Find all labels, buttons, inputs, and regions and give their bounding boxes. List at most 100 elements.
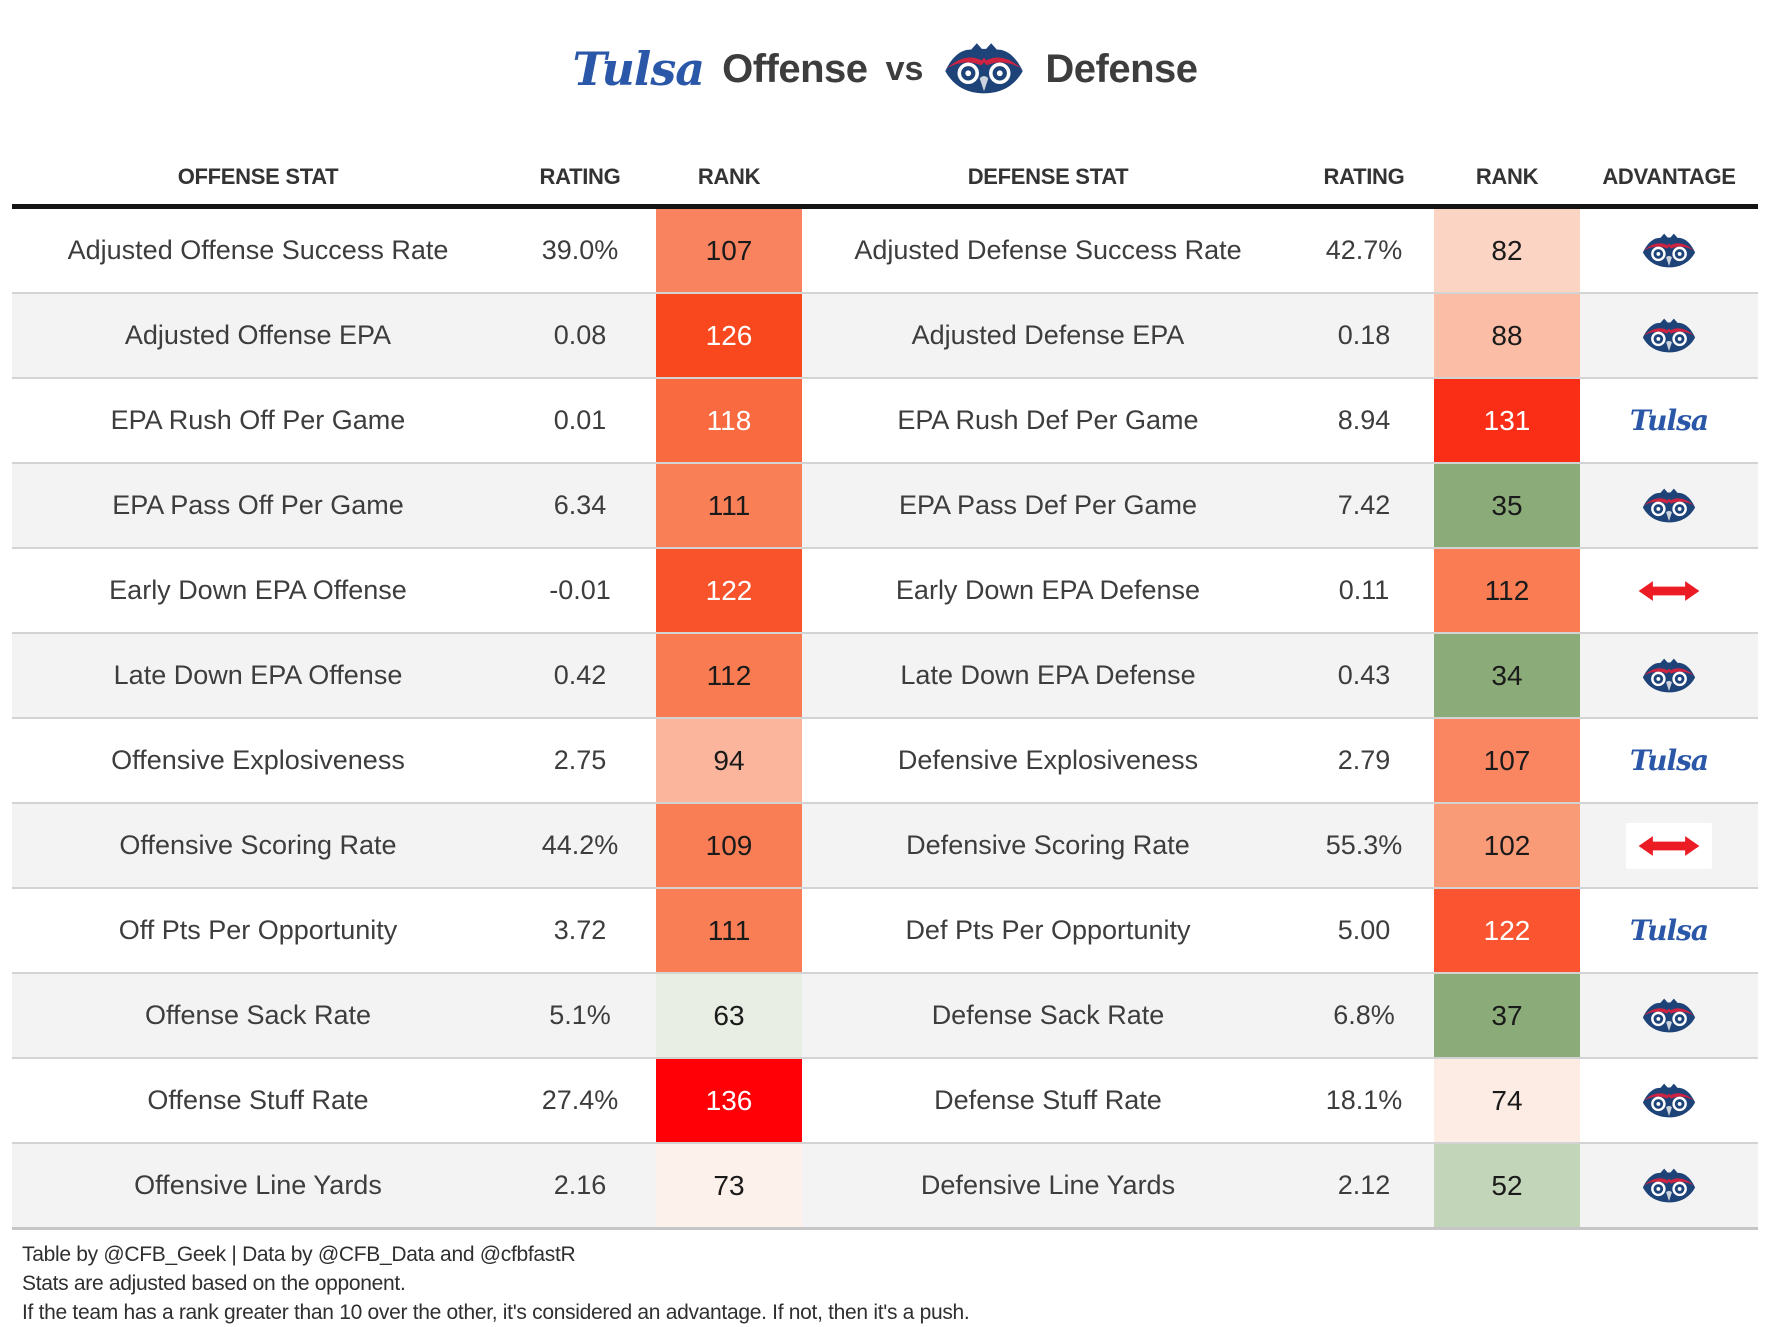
defense-rating-cell: 0.43 [1337,659,1391,690]
page-title: Tulsa Offense vs Defense [0,0,1770,104]
offense-rank-cell: 63 [656,974,802,1057]
advantage-cell [1580,294,1758,377]
defense-rank-cell: 37 [1434,974,1580,1057]
defense-rank-cell: 35 [1434,464,1580,547]
defense-stat-cell: Early Down EPA Defense [895,574,1201,605]
header-advantage: ADVANTAGE [1602,164,1736,189]
defense-rating-cell: 5.00 [1337,914,1391,945]
defense-rank-cell: 107 [1434,719,1580,802]
offense-stat-cell: Adjusted Offense EPA [124,319,392,350]
push-arrow-icon [1626,567,1712,614]
offense-stat-cell: Offensive Line Yards [134,1169,382,1200]
fau-owl-logo [1640,1082,1698,1120]
header-defense-rating: RATING [1323,164,1405,189]
tulsa-logo: Tulsa [1629,744,1709,777]
offense-rating-cell: 6.34 [553,489,607,520]
header-offense-rank: RANK [697,164,761,189]
advantage-cell: Tulsa [1580,719,1758,802]
defense-stat-cell: Defensive Scoring Rate [906,829,1190,860]
defense-stat-cell: Defensive Line Yards [920,1169,1176,1200]
defense-rank-cell: 131 [1434,379,1580,462]
advantage-cell [1580,209,1758,292]
offense-rating-cell: 39.0% [541,234,619,265]
offense-stat-cell: Offensive Explosiveness [111,744,405,775]
advantage-cell: Tulsa [1580,889,1758,972]
offense-stat-cell: Offense Sack Rate [144,999,372,1030]
defense-stat-cell: EPA Pass Def Per Game [898,489,1198,520]
footer-notes: Table by @CFB_Geek | Data by @CFB_Data a… [22,1240,1770,1327]
table-row: EPA Pass Off Per Game 6.34 111 EPA Pass Def… [12,462,1758,547]
header-offense-rating: RATING [539,164,621,189]
fau-owl-logo [1640,997,1698,1035]
defense-rating-cell: 18.1% [1325,1084,1403,1115]
offense-stat-cell: Early Down EPA Offense [109,574,407,605]
defense-rating-cell: 42.7% [1325,234,1403,265]
offense-rating-cell: 0.42 [553,659,607,690]
defense-rating-cell: 2.12 [1337,1169,1391,1200]
defense-stat-cell: Def Pts Per Opportunity [905,914,1191,945]
defense-stat-cell: Defense Sack Rate [931,999,1165,1030]
fau-owl-logo [1640,317,1698,355]
table-row: Off Pts Per Opportunity 3.72 111 Def Pts Pe… [12,887,1758,972]
offense-rating-cell: -0.01 [549,574,611,605]
push-arrow-icon [1626,822,1712,869]
header-defense-stat: DEFENSE STAT [967,164,1129,189]
offense-stat-cell: Offensive Scoring Rate [119,829,397,860]
advantage-cell [1580,974,1758,1057]
offense-rating-cell: 3.72 [553,914,607,945]
defense-rank-cell: 52 [1434,1144,1580,1227]
defense-rank-cell: 112 [1434,549,1580,632]
offense-stat-cell: Adjusted Offense Success Rate [67,234,449,265]
defense-rank-cell: 122 [1434,889,1580,972]
advantage-cell [1580,1144,1758,1227]
table-row: Late Down EPA Offense 0.42 112 Late Down EP… [12,632,1758,717]
defense-rating-cell: 6.8% [1333,999,1395,1030]
defense-rating-cell: 2.79 [1337,744,1391,775]
header-defense-rank: RANK [1475,164,1539,189]
defense-rating-cell: 8.94 [1337,404,1391,435]
offense-rating-cell: 27.4% [541,1084,619,1115]
header-offense-stat: OFFENSE STAT [177,164,339,189]
fau-owl-logo [1640,1167,1698,1205]
defense-rank-cell: 82 [1434,209,1580,292]
fau-owl-logo [941,41,1027,97]
fau-owl-logo [1640,657,1698,695]
offense-rating-cell: 2.16 [553,1169,607,1200]
defense-rating-cell: 55.3% [1325,829,1403,860]
table-body: Adjusted Offense Success Rate 39.0% 107 Adj… [12,209,1758,1227]
offense-rank-cell: 118 [656,379,802,462]
defense-stat-cell: Adjusted Defense Success Rate [854,234,1242,265]
advantage-cell [1580,1059,1758,1142]
offense-rank-cell: 136 [656,1059,802,1142]
offense-stat-cell: Late Down EPA Offense [113,659,403,690]
table-row: Adjusted Offense Success Rate 39.0% 107 Adj… [12,209,1758,292]
defense-rank-cell: 102 [1434,804,1580,887]
advantage-cell [1580,804,1758,887]
advantage-cell: Tulsa [1580,379,1758,462]
offense-stat-cell: EPA Pass Off Per Game [112,489,404,520]
defense-stat-cell: EPA Rush Def Per Game [897,404,1199,435]
table-row: Offense Sack Rate 5.1% 63 Defense Sack Rate… [12,972,1758,1057]
tulsa-logo: Tulsa [1629,914,1709,947]
table-row: Offensive Explosiveness 2.75 94 Defensive E… [12,717,1758,802]
offense-rank-cell: 107 [656,209,802,292]
advantage-cell [1580,634,1758,717]
offense-rank-cell: 126 [656,294,802,377]
offense-rank-cell: 112 [656,634,802,717]
table-row: EPA Rush Off Per Game 0.01 118 EPA Rush Def… [12,377,1758,462]
offense-rating-cell: 5.1% [549,999,611,1030]
defense-rank-cell: 34 [1434,634,1580,717]
stats-table: OFFENSE STAT RATING RANK DEFENSE STAT RA… [12,130,1758,1230]
table-row: Offense Stuff Rate 27.4% 136 Defense Stuff … [12,1057,1758,1142]
table-row: Offensive Scoring Rate 44.2% 109 Defensive … [12,802,1758,887]
defense-rating-cell: 0.11 [1338,574,1390,605]
title-offense-label: Offense [722,46,868,91]
tulsa-logo: Tulsa [1629,404,1709,437]
offense-stat-cell: Off Pts Per Opportunity [118,914,398,945]
tulsa-logo: Tulsa [572,42,705,96]
offense-rank-cell: 109 [656,804,802,887]
footer-note-advantage-rule: If the team has a rank greater than 10 o… [22,1301,970,1324]
offense-rating-cell: 0.08 [553,319,607,350]
table-header-row: OFFENSE STAT RATING RANK DEFENSE STAT RA… [12,130,1758,209]
offense-rating-cell: 44.2% [541,829,619,860]
